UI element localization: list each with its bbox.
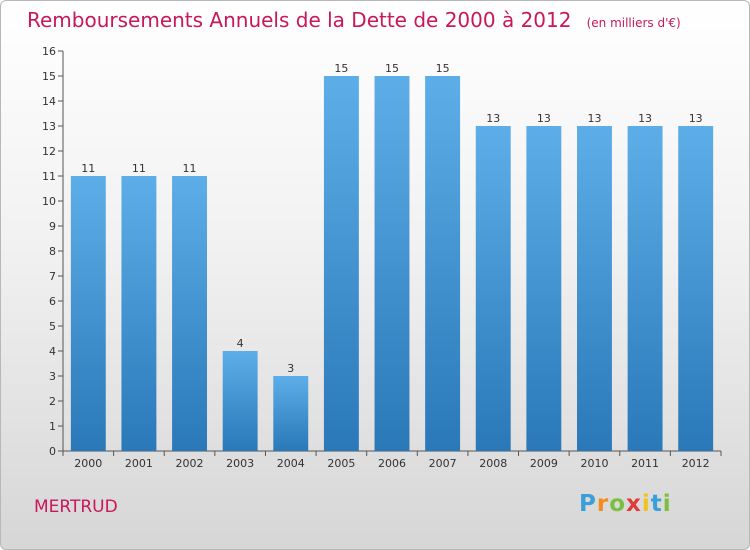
logo-letter: x [626, 491, 642, 517]
y-tick-label: 2 [49, 395, 56, 408]
y-tick-label: 13 [42, 120, 56, 133]
bar-value-label: 15 [385, 62, 399, 75]
y-tick-label: 11 [42, 170, 56, 183]
x-tick-label: 2012 [682, 457, 710, 470]
x-tick-label: 2001 [125, 457, 153, 470]
logo-letter: i [662, 491, 672, 517]
y-tick-label: 9 [49, 220, 56, 233]
bar-value-label: 11 [132, 162, 146, 175]
logo-letter: r [596, 491, 610, 517]
logo-letter: t [650, 491, 663, 517]
x-tick-label: 2006 [378, 457, 406, 470]
y-tick-label: 0 [49, 445, 56, 458]
bar-value-label: 13 [638, 112, 652, 125]
data-labels: 11 11 11 4 3 15 15 15 13 13 13 13 13 [81, 62, 702, 375]
x-tick-label: 2004 [277, 457, 305, 470]
y-tick-label: 3 [49, 370, 56, 383]
bar [526, 126, 562, 451]
bar [627, 126, 663, 451]
bar [172, 176, 208, 451]
logo-letter: P [579, 491, 597, 517]
bar [323, 76, 359, 451]
bar [374, 76, 410, 451]
bar-value-label: 15 [334, 62, 348, 75]
title-text: Remboursements Annuels de la Dette de 20… [27, 8, 572, 32]
bar [475, 126, 511, 451]
y-tick-label: 1 [49, 420, 56, 433]
bar-value-label: 4 [237, 337, 244, 350]
bar-value-label: 11 [183, 162, 197, 175]
y-tick-label: 15 [42, 70, 56, 83]
x-axis: 2000 2001 2002 2003 2004 2005 2006 2007 2008 2009… [62, 450, 722, 470]
y-tick-label: 14 [42, 95, 56, 108]
x-tick-label: 2002 [176, 457, 204, 470]
bar-value-label: 13 [689, 112, 703, 125]
y-tick-label: 6 [49, 295, 56, 308]
bar [121, 176, 157, 451]
bars [70, 76, 714, 451]
bar-value-label: 13 [486, 112, 500, 125]
bar [70, 176, 106, 451]
x-tick-label: 2010 [580, 457, 608, 470]
bar-value-label: 15 [436, 62, 450, 75]
commune-name: MERTRUD [34, 497, 118, 517]
proxiti-logo[interactable]: Proxiti [579, 491, 672, 517]
y-tick-label: 10 [42, 195, 56, 208]
bar [576, 126, 612, 451]
logo-letter: i [641, 491, 651, 517]
y-tick-label: 8 [49, 245, 56, 258]
x-tick-label: 2007 [429, 457, 457, 470]
bar [273, 376, 309, 451]
x-tick-label: 2005 [327, 457, 355, 470]
y-tick-label: 5 [49, 320, 56, 333]
bar-value-label: 3 [287, 362, 294, 375]
unit-text: (en milliers d'€) [586, 16, 681, 30]
y-tick-label: 4 [49, 345, 56, 358]
bar [222, 351, 258, 451]
bar-value-label: 13 [537, 112, 551, 125]
bar [425, 76, 461, 451]
bar-value-label: 13 [587, 112, 601, 125]
y-tick-label: 12 [42, 145, 56, 158]
x-tick-label: 2003 [226, 457, 254, 470]
y-tick-label: 16 [42, 45, 56, 58]
bar-value-label: 11 [81, 162, 95, 175]
x-tick-label: 2009 [530, 457, 558, 470]
bar [678, 126, 714, 451]
x-tick-label: 2000 [74, 457, 102, 470]
logo-letter: o [609, 491, 627, 517]
x-tick-label: 2008 [479, 457, 507, 470]
chart-title: Remboursements Annuels de la Dette de 20… [27, 8, 681, 32]
x-tick-label: 2011 [631, 457, 659, 470]
y-tick-label: 7 [49, 270, 56, 283]
